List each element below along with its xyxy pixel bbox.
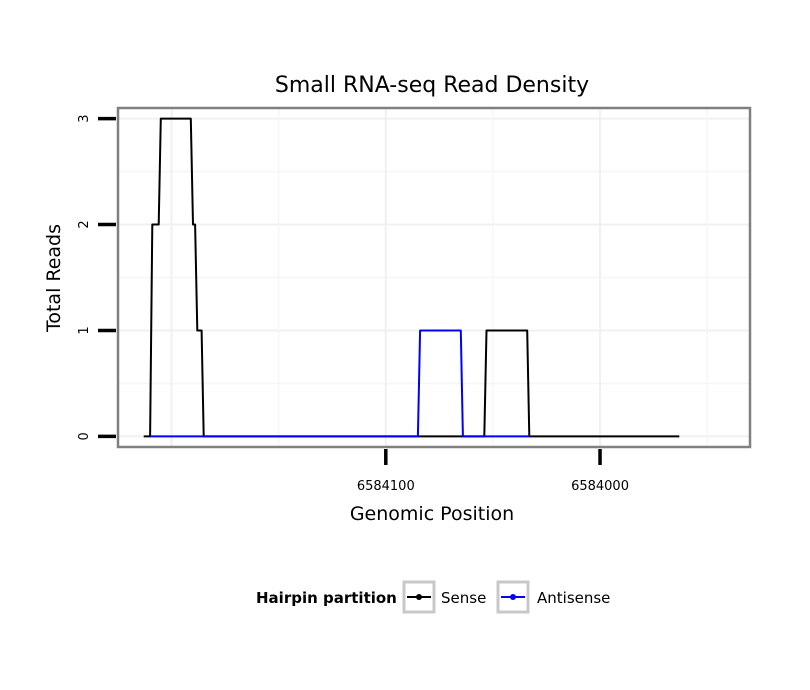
series-lines [143,117,680,438]
legend-item-antisense: Antisense [496,580,610,614]
y-axis: 0 1 2 3 [77,114,116,441]
legend-label-antisense: Antisense [537,589,610,607]
x-tick-label: 6584000 [571,479,629,494]
x-tick-label: 6584100 [357,479,415,494]
y-tick-label: 2 [77,220,92,228]
chart-title: Small RNA-seq Read Density [275,73,589,98]
grid-lines [118,108,750,447]
series-line-sense [143,117,680,438]
y-tick-label: 1 [77,326,92,334]
legend-label-sense: Sense [441,589,486,607]
legend-key-sense-dot [416,594,422,600]
plot-panel-border [116,106,752,449]
legend-title: Hairpin partition [256,589,397,607]
y-tick-label: 3 [77,114,92,122]
y-axis-title: Total Reads [43,224,65,333]
x-axis: 6584100 6584000 [357,449,629,494]
legend-item-sense: Sense [402,580,486,614]
legend-key-antisense-dot [510,594,516,600]
y-tick-label: 0 [77,432,92,440]
series-line-antisense [150,329,530,438]
legend: Hairpin partition Sense Antisense [256,580,610,614]
x-axis-title: Genomic Position [350,503,514,525]
